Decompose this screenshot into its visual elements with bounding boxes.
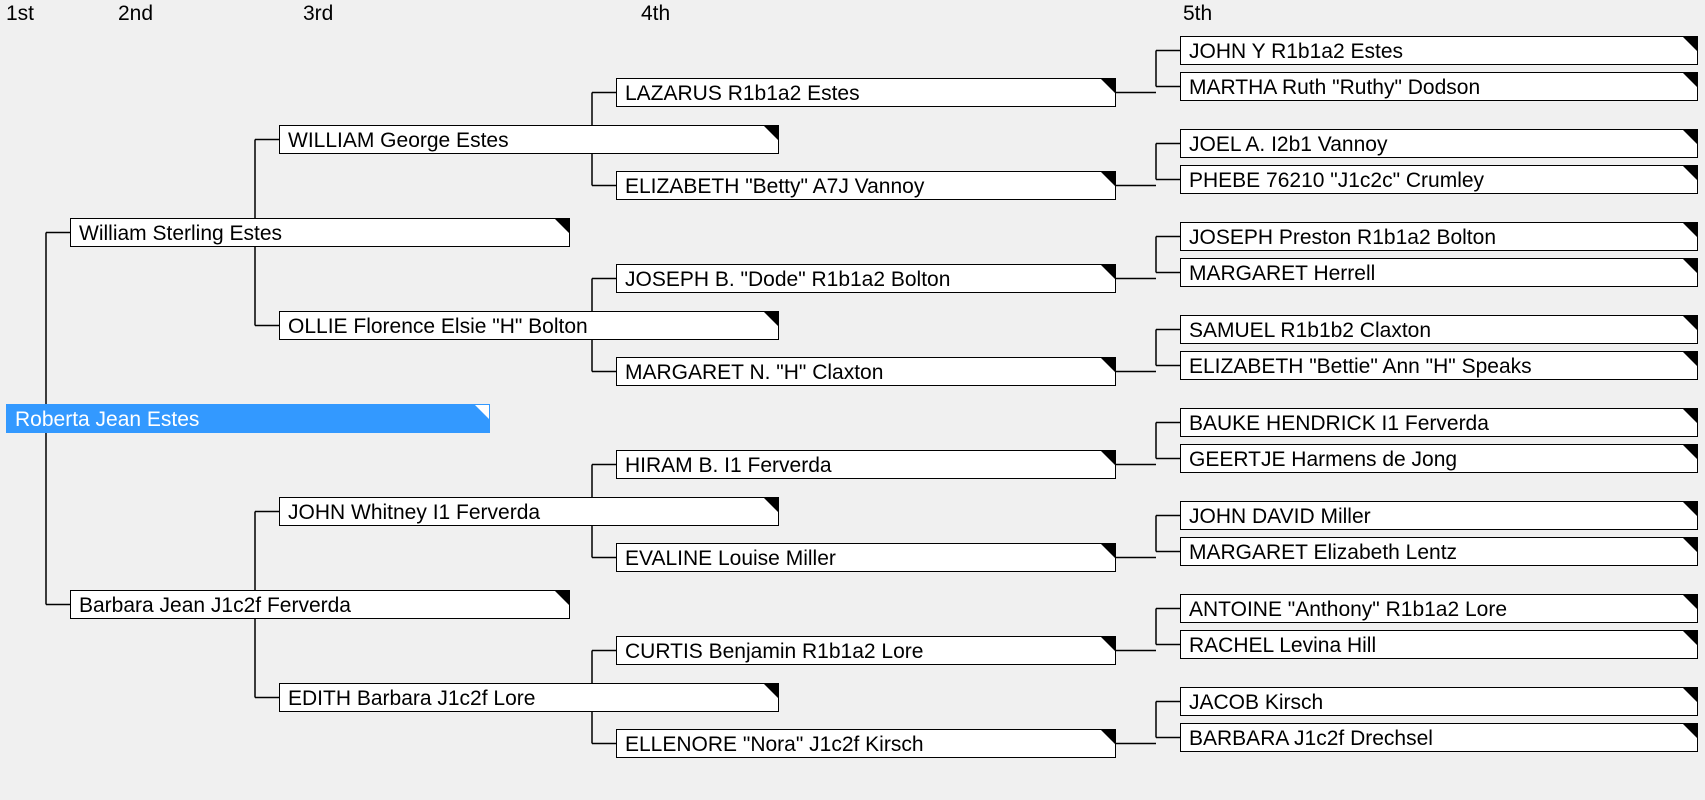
person-node[interactable]: WILLIAM George Estes bbox=[279, 125, 779, 154]
person-name: CURTIS Benjamin R1b1a2 Lore bbox=[625, 640, 923, 663]
generation-header: 3rd bbox=[303, 2, 333, 26]
person-node[interactable]: BARBARA J1c2f Drechsel bbox=[1180, 723, 1698, 752]
person-name: William Sterling Estes bbox=[79, 222, 282, 245]
person-name: EVALINE Louise Miller bbox=[625, 547, 836, 570]
corner-fold-icon bbox=[1683, 223, 1697, 237]
corner-fold-icon bbox=[764, 684, 778, 698]
person-node[interactable]: SAMUEL R1b1b2 Claxton bbox=[1180, 315, 1698, 344]
corner-fold-icon bbox=[1683, 352, 1697, 366]
corner-fold-icon bbox=[1683, 316, 1697, 330]
person-name: ELIZABETH "Betty" A7J Vannoy bbox=[625, 175, 924, 198]
person-node[interactable]: JOSEPH Preston R1b1a2 Bolton bbox=[1180, 222, 1698, 251]
person-name: ELLENORE "Nora" J1c2f Kirsch bbox=[625, 733, 924, 756]
corner-fold-icon bbox=[764, 312, 778, 326]
person-node[interactable]: CURTIS Benjamin R1b1a2 Lore bbox=[616, 636, 1116, 665]
person-node[interactable]: PHEBE 76210 "J1c2c" Crumley bbox=[1180, 165, 1698, 194]
person-name: GEERTJE Harmens de Jong bbox=[1189, 448, 1457, 471]
person-name: EDITH Barbara J1c2f Lore bbox=[288, 687, 535, 710]
generation-header: 4th bbox=[641, 2, 670, 26]
person-node[interactable]: MARTHA Ruth "Ruthy" Dodson bbox=[1180, 72, 1698, 101]
corner-fold-icon bbox=[1683, 631, 1697, 645]
generation-header: 1st bbox=[6, 2, 34, 26]
person-name: JOHN Y R1b1a2 Estes bbox=[1189, 40, 1403, 63]
person-name: PHEBE 76210 "J1c2c" Crumley bbox=[1189, 169, 1484, 192]
person-node[interactable]: JOHN Whitney I1 Ferverda bbox=[279, 497, 779, 526]
person-name: WILLIAM George Estes bbox=[288, 129, 509, 152]
person-node[interactable]: RACHEL Levina Hill bbox=[1180, 630, 1698, 659]
corner-fold-icon bbox=[1683, 688, 1697, 702]
person-name: JOHN Whitney I1 Ferverda bbox=[288, 501, 540, 524]
person-node[interactable]: EVALINE Louise Miller bbox=[616, 543, 1116, 572]
person-name: HIRAM B. I1 Ferverda bbox=[625, 454, 832, 477]
person-node[interactable]: MARGARET Herrell bbox=[1180, 258, 1698, 287]
person-node[interactable]: JOSEPH B. "Dode" R1b1a2 Bolton bbox=[616, 264, 1116, 293]
corner-fold-icon bbox=[764, 498, 778, 512]
person-name: BAUKE HENDRICK I1 Ferverda bbox=[1189, 412, 1489, 435]
person-node[interactable]: JOHN Y R1b1a2 Estes bbox=[1180, 36, 1698, 65]
corner-fold-icon bbox=[1101, 730, 1115, 744]
corner-fold-icon bbox=[1683, 73, 1697, 87]
corner-fold-icon bbox=[1101, 451, 1115, 465]
person-node[interactable]: JOEL A. I2b1 Vannoy bbox=[1180, 129, 1698, 158]
corner-fold-icon bbox=[555, 591, 569, 605]
corner-fold-icon bbox=[1683, 595, 1697, 609]
person-name: OLLIE Florence Elsie "H" Bolton bbox=[288, 315, 588, 338]
corner-fold-icon bbox=[764, 126, 778, 140]
corner-fold-icon bbox=[1683, 259, 1697, 273]
person-node[interactable]: JOHN DAVID Miller bbox=[1180, 501, 1698, 530]
person-name: ANTOINE "Anthony" R1b1a2 Lore bbox=[1189, 598, 1507, 621]
corner-fold-icon bbox=[555, 219, 569, 233]
connector-lines bbox=[0, 0, 1705, 800]
corner-fold-icon bbox=[1683, 37, 1697, 51]
person-name: JOSEPH B. "Dode" R1b1a2 Bolton bbox=[625, 268, 950, 291]
person-node[interactable]: Barbara Jean J1c2f Ferverda bbox=[70, 590, 570, 619]
corner-fold-icon bbox=[475, 405, 489, 419]
person-node[interactable]: MARGARET Elizabeth Lentz bbox=[1180, 537, 1698, 566]
corner-fold-icon bbox=[1101, 637, 1115, 651]
person-node[interactable]: OLLIE Florence Elsie "H" Bolton bbox=[279, 311, 779, 340]
person-name: MARGARET Elizabeth Lentz bbox=[1189, 541, 1457, 564]
person-node[interactable]: BAUKE HENDRICK I1 Ferverda bbox=[1180, 408, 1698, 437]
person-name: MARGARET Herrell bbox=[1189, 262, 1375, 285]
corner-fold-icon bbox=[1101, 544, 1115, 558]
person-node[interactable]: ELLENORE "Nora" J1c2f Kirsch bbox=[616, 729, 1116, 758]
person-name: ELIZABETH "Bettie" Ann "H" Speaks bbox=[1189, 355, 1532, 378]
corner-fold-icon bbox=[1101, 79, 1115, 93]
corner-fold-icon bbox=[1683, 130, 1697, 144]
person-node[interactable]: JACOB Kirsch bbox=[1180, 687, 1698, 716]
corner-fold-icon bbox=[1683, 166, 1697, 180]
person-node[interactable]: MARGARET N. "H" Claxton bbox=[616, 357, 1116, 386]
person-node[interactable]: Roberta Jean Estes bbox=[6, 404, 490, 433]
corner-fold-icon bbox=[1101, 358, 1115, 372]
corner-fold-icon bbox=[1683, 538, 1697, 552]
corner-fold-icon bbox=[1101, 172, 1115, 186]
person-node[interactable]: ELIZABETH "Betty" A7J Vannoy bbox=[616, 171, 1116, 200]
person-name: JOSEPH Preston R1b1a2 Bolton bbox=[1189, 226, 1496, 249]
person-node[interactable]: ANTOINE "Anthony" R1b1a2 Lore bbox=[1180, 594, 1698, 623]
person-name: JOHN DAVID Miller bbox=[1189, 505, 1371, 528]
person-name: BARBARA J1c2f Drechsel bbox=[1189, 727, 1433, 750]
person-name: LAZARUS R1b1a2 Estes bbox=[625, 82, 860, 105]
person-name: RACHEL Levina Hill bbox=[1189, 634, 1376, 657]
person-name: MARTHA Ruth "Ruthy" Dodson bbox=[1189, 76, 1480, 99]
person-name: Roberta Jean Estes bbox=[15, 408, 199, 431]
corner-fold-icon bbox=[1101, 265, 1115, 279]
corner-fold-icon bbox=[1683, 409, 1697, 423]
person-node[interactable]: HIRAM B. I1 Ferverda bbox=[616, 450, 1116, 479]
generation-header: 2nd bbox=[118, 2, 153, 26]
person-node[interactable]: LAZARUS R1b1a2 Estes bbox=[616, 78, 1116, 107]
person-name: SAMUEL R1b1b2 Claxton bbox=[1189, 319, 1431, 342]
corner-fold-icon bbox=[1683, 445, 1697, 459]
person-node[interactable]: ELIZABETH "Bettie" Ann "H" Speaks bbox=[1180, 351, 1698, 380]
person-node[interactable]: EDITH Barbara J1c2f Lore bbox=[279, 683, 779, 712]
person-name: MARGARET N. "H" Claxton bbox=[625, 361, 883, 384]
corner-fold-icon bbox=[1683, 724, 1697, 738]
person-name: JACOB Kirsch bbox=[1189, 691, 1323, 714]
person-node[interactable]: William Sterling Estes bbox=[70, 218, 570, 247]
generation-header: 5th bbox=[1183, 2, 1212, 26]
person-node[interactable]: GEERTJE Harmens de Jong bbox=[1180, 444, 1698, 473]
person-name: Barbara Jean J1c2f Ferverda bbox=[79, 594, 351, 617]
person-name: JOEL A. I2b1 Vannoy bbox=[1189, 133, 1387, 156]
corner-fold-icon bbox=[1683, 502, 1697, 516]
